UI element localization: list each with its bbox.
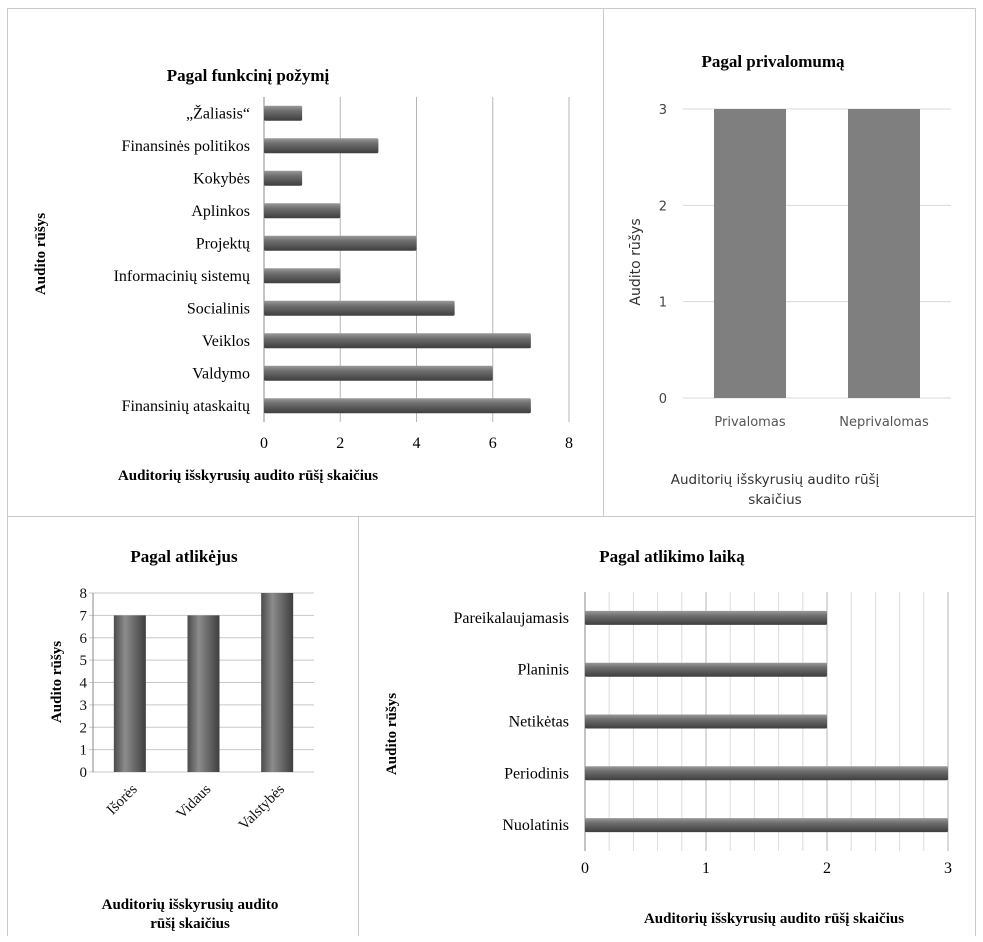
y-tick-label: 0 (80, 765, 88, 781)
x-axis-label-line2: skaičius (748, 492, 801, 508)
category-label: Vidaus (174, 781, 215, 822)
bar (585, 611, 827, 625)
chart-title: Pagal privalomumą (701, 52, 845, 71)
x-tick-label: 8 (565, 435, 573, 452)
chart-title: Pagal atlikimo laiką (599, 547, 745, 566)
chart-performers: Pagal atlikėjus 0 1 2 3 4 5 6 7 8 Išorės Vidaus Val… (8, 517, 360, 937)
category-label: Veiklos (202, 333, 250, 350)
category-label: Neprivalomas (839, 415, 929, 430)
y-axis-label: Audito rūšys (33, 213, 49, 295)
category-label: Periodinis (504, 765, 569, 782)
x-tick-label: 2 (823, 860, 831, 877)
chart-timing: Pagal atlikimo laiką 0 1 2 3 Nuolatinis Perio… (359, 517, 976, 937)
category-label: Nuolatinis (502, 817, 569, 834)
bar (114, 615, 146, 772)
bar (585, 715, 827, 729)
y-tick-label: 1 (80, 743, 88, 759)
y-tick-label: 2 (80, 720, 88, 736)
bar (264, 366, 493, 381)
y-axis-label: Audito rūšys (49, 641, 65, 723)
chart-panel-timing: Pagal atlikimo laiką 0 1 2 3 Nuolatinis Perio… (359, 516, 976, 936)
category-label: Projektų (196, 235, 251, 252)
x-axis-label: Auditorių išskyrusių audito rūšį skaičiu… (118, 468, 378, 484)
y-tick-label: 3 (80, 698, 88, 714)
category-label: Informacinių sistemų (114, 268, 251, 285)
bar (264, 333, 531, 348)
y-axis-label: Audito rūšys (628, 218, 644, 305)
x-tick-label: 6 (489, 435, 497, 452)
bar (264, 301, 455, 316)
category-label: Kokybės (193, 170, 250, 187)
bar (264, 106, 302, 121)
bar (585, 766, 948, 780)
x-tick-label: 4 (413, 435, 421, 452)
x-tick-label: 2 (336, 435, 344, 452)
category-label: Valdymo (192, 365, 250, 382)
y-tick-label: 8 (80, 586, 88, 602)
x-axis-label-line2: rūšį skaičius (150, 916, 230, 932)
chart-panel-performers: Pagal atlikėjus 0 1 2 3 4 5 6 7 8 Išorės Vidaus Val… (7, 516, 359, 936)
chart-title: Pagal funkcinį požymį (167, 66, 330, 85)
chart-panel-functional: Pagal funkcinį požymį 0 2 4 6 8 Finansinių at… (7, 8, 604, 516)
bar (585, 818, 948, 832)
bar (264, 171, 302, 186)
category-label: Privalomas (714, 415, 785, 430)
category-label: Išorės (104, 781, 141, 818)
bar (585, 663, 827, 677)
bar (714, 109, 786, 398)
x-tick-label: 0 (581, 860, 589, 877)
x-axis-label-line1: Auditorių išskyrusių audito rūšį (671, 472, 880, 488)
bar (264, 398, 531, 413)
y-tick-label: 4 (80, 676, 88, 692)
chart-title: Pagal atlikėjus (130, 547, 238, 566)
chart-panel-mandatory: Pagal privalomumą 0 1 2 3 Privalomas Neprival… (604, 8, 976, 516)
category-label: Finansinės politikos (122, 138, 250, 155)
y-tick-label: 2 (659, 199, 667, 214)
bar (264, 138, 378, 153)
bar (264, 203, 340, 218)
y-tick-label: 3 (659, 103, 667, 118)
category-label: Valstybės (236, 781, 288, 833)
x-tick-label: 1 (702, 860, 710, 877)
y-tick-label: 6 (80, 631, 88, 647)
x-tick-label: 0 (260, 435, 268, 452)
category-label: Pareikalaujamasis (453, 610, 569, 627)
chart-mandatory: Pagal privalomumą 0 1 2 3 Privalomas Neprival… (604, 9, 976, 517)
x-tick-label: 3 (944, 860, 952, 877)
category-label: Aplinkos (191, 203, 250, 220)
category-label: Socialinis (187, 300, 250, 317)
x-axis-label-line1: Auditorių išskyrusių audito (102, 897, 279, 913)
bar (848, 109, 920, 398)
y-tick-label: 7 (80, 608, 88, 624)
bar (261, 593, 293, 772)
bar (264, 236, 417, 251)
y-tick-label: 5 (80, 653, 88, 669)
category-label: „Žaliasis“ (186, 103, 250, 122)
chart-functional: Pagal funkcinį požymį 0 2 4 6 8 Finansinių at… (8, 9, 605, 517)
x-axis-label: Auditorių išskyrusių audito rūšį skaičiu… (644, 911, 904, 927)
category-label: Planinis (517, 662, 569, 679)
bar (188, 615, 220, 772)
y-tick-label: 1 (659, 296, 667, 311)
bar (264, 268, 340, 283)
y-axis-label: Audito rūšys (384, 693, 400, 775)
y-tick-label: 0 (659, 392, 667, 407)
category-label: Netikėtas (509, 714, 569, 731)
category-label: Finansinių ataskaitų (122, 398, 251, 415)
